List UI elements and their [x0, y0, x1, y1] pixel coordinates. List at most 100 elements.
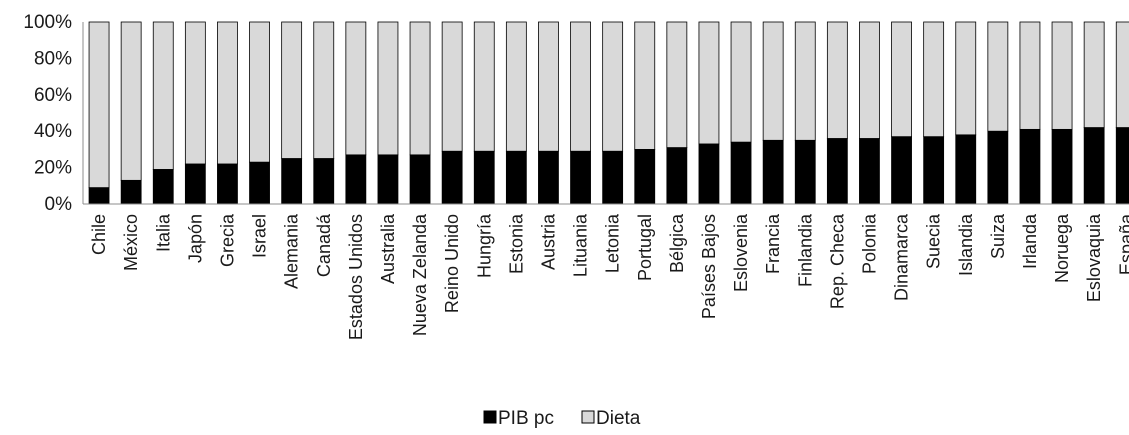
- x-tick-label: Portugal: [635, 214, 655, 281]
- bar-segment-pib-pc: [184, 163, 206, 205]
- bar-segment-pib-pc: [826, 138, 848, 205]
- x-tick-label: Austria: [538, 213, 558, 270]
- bar-segment-pib-pc: [955, 134, 977, 205]
- x-tick-label: Letonia: [603, 213, 623, 273]
- legend: PIB pc Dieta: [483, 408, 641, 429]
- bar-segment-dieta: [313, 21, 335, 159]
- y-axis-ticks: 0% 20% 40% 60% 80% 100%: [23, 12, 72, 215]
- bar-segment-pib-pc: [538, 150, 559, 205]
- bar-segment-dieta: [184, 21, 206, 165]
- x-tick-label: Polonia: [859, 213, 879, 274]
- bar-segment-pib-pc: [249, 161, 270, 205]
- y-tick-label: 80%: [34, 48, 72, 69]
- bar-segment-pib-pc: [891, 136, 912, 205]
- bar-segment-pib-pc: [1019, 128, 1041, 205]
- bar-segment-dieta: [473, 21, 495, 152]
- y-tick-label: 20%: [34, 158, 72, 179]
- bar-segment-dieta: [826, 21, 848, 139]
- x-tick-label: Dinamarca: [892, 213, 912, 301]
- x-tick-label: Lituania: [571, 213, 591, 277]
- bar-segment-pib-pc: [281, 158, 303, 205]
- x-tick-label: Alemania: [282, 213, 302, 289]
- x-tick-label: Bélgica: [667, 213, 687, 273]
- bar-segment-pib-pc: [762, 139, 784, 205]
- x-tick-label: Japón: [185, 214, 205, 263]
- x-tick-label: Israel: [250, 214, 270, 258]
- bar-segment-pib-pc: [698, 143, 720, 205]
- x-tick-label: Islandia: [956, 213, 976, 276]
- bar-segment-dieta: [1019, 21, 1041, 130]
- x-tick-label: Suecia: [924, 213, 944, 269]
- bar-segment-dieta: [441, 21, 463, 152]
- x-tick-label: Canadá: [314, 213, 334, 277]
- bar-segment-pib-pc: [217, 163, 238, 205]
- bar-segment-dieta: [794, 21, 816, 141]
- bar-segment-pib-pc: [859, 138, 880, 205]
- x-tick-label: Estados Unidos: [346, 214, 366, 340]
- x-tick-label: Eslovaquia: [1084, 213, 1104, 302]
- bar-segment-dieta: [1051, 21, 1073, 130]
- x-tick-label: Grecia: [217, 213, 237, 267]
- x-tick-label: Francia: [763, 213, 783, 274]
- bar-segment-pib-pc: [377, 154, 399, 205]
- bar-segment-pib-pc: [1083, 127, 1105, 205]
- x-tick-label: Reino Unido: [442, 214, 462, 313]
- bar-segment-dieta: [1083, 21, 1105, 128]
- y-tick-label: 40%: [34, 121, 72, 142]
- bar-segment-dieta: [891, 21, 912, 138]
- x-tick-label: Italia: [153, 213, 173, 252]
- bar-segment-dieta: [505, 21, 527, 152]
- x-tick-label: España: [1116, 213, 1129, 275]
- bar-segment-dieta: [859, 21, 880, 139]
- x-tick-label: Hungría: [474, 213, 494, 278]
- bar-segment-pib-pc: [634, 148, 656, 205]
- y-tick-label: 60%: [34, 85, 72, 106]
- bar-segment-dieta: [217, 21, 238, 165]
- bar-segment-dieta: [570, 21, 591, 152]
- x-tick-label: Suiza: [988, 213, 1008, 259]
- bars: [88, 21, 1129, 205]
- legend-swatch-dieta: [581, 410, 595, 424]
- x-axis-ticks: Chile México Italia Japón Grecia Israel Aleman…: [89, 213, 1129, 340]
- bar-segment-dieta: [345, 21, 367, 156]
- x-tick-label: Nueva Zelanda: [410, 213, 430, 336]
- x-tick-label: Irlanda: [1020, 213, 1040, 269]
- bar-segment-pib-pc: [313, 158, 335, 205]
- bar-segment-dieta: [602, 21, 624, 152]
- bar-segment-dieta: [634, 21, 656, 150]
- bar-segment-pib-pc: [570, 150, 591, 205]
- bar-segment-dieta: [538, 21, 559, 152]
- x-tick-label: México: [121, 214, 141, 271]
- bar-segment-pib-pc: [794, 139, 816, 205]
- x-tick-label: Australia: [378, 213, 398, 284]
- bar-segment-dieta: [377, 21, 399, 156]
- bar-segment-pib-pc: [1051, 128, 1073, 205]
- bar-segment-dieta: [666, 21, 688, 148]
- bar-segment-dieta: [152, 21, 174, 170]
- bar-segment-dieta: [120, 21, 142, 181]
- bar-segment-pib-pc: [152, 169, 174, 205]
- x-tick-label: Noruega: [1052, 213, 1072, 283]
- legend-label: Dieta: [596, 408, 641, 429]
- bar-segment-dieta: [1115, 21, 1129, 128]
- bar-segment-pib-pc: [120, 179, 142, 205]
- bar-segment-dieta: [249, 21, 270, 163]
- bar-segment-dieta: [730, 21, 752, 143]
- bar-segment-pib-pc: [730, 141, 752, 205]
- x-tick-label: Eslovenia: [731, 213, 751, 292]
- bar-segment-dieta: [923, 21, 945, 138]
- bar-segment-pib-pc: [88, 187, 110, 205]
- x-tick-label: Finlandia: [795, 213, 815, 287]
- bar-segment-pib-pc: [666, 147, 688, 205]
- bar-segment-pib-pc: [602, 150, 624, 205]
- bar-segment-dieta: [955, 21, 977, 136]
- bar-segment-dieta: [987, 21, 1009, 132]
- legend-swatch-pib-pc: [483, 410, 497, 424]
- bar-segment-dieta: [762, 21, 784, 141]
- bar-segment-dieta: [409, 21, 431, 156]
- x-tick-label: Rep. Checa: [827, 213, 847, 309]
- bar-segment-dieta: [281, 21, 303, 159]
- bar-segment-dieta: [698, 21, 720, 145]
